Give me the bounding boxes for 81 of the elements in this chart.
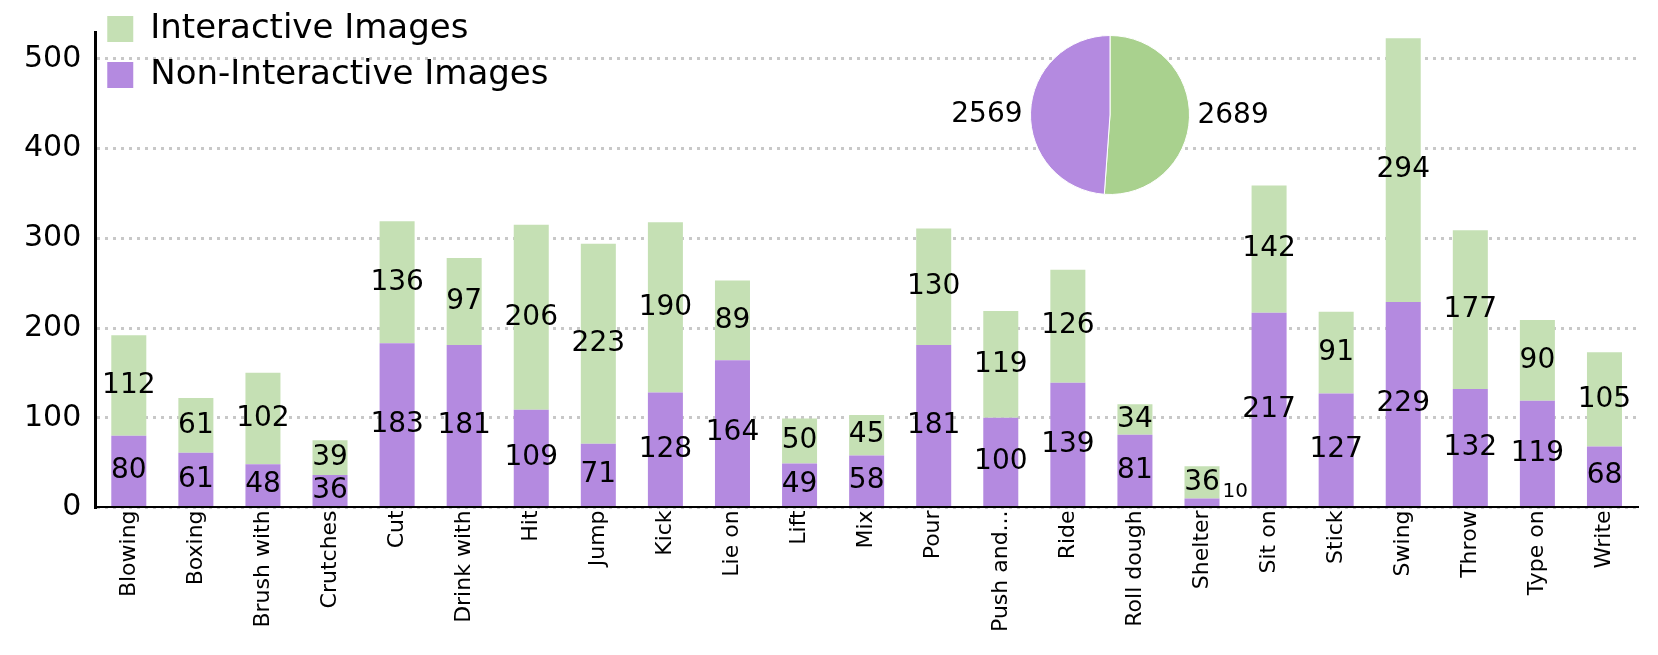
- data-label: 105: [1577, 380, 1632, 414]
- data-label: 164: [705, 414, 760, 448]
- data-label: 294: [1376, 151, 1430, 185]
- data-label: 89: [714, 301, 751, 335]
- data-label: 97: [446, 282, 482, 316]
- x-tick-label: Stick: [1321, 510, 1347, 564]
- data-label: 217: [1242, 390, 1296, 424]
- data-label: 58: [848, 461, 885, 495]
- x-tick-label: Roll dough: [1120, 510, 1146, 627]
- data-label: 190: [638, 288, 693, 322]
- x-tick-label: Lift: [785, 510, 811, 545]
- x-tick-label: Lie on: [718, 510, 744, 577]
- data-label: 223: [571, 324, 626, 358]
- data-label: 181: [906, 406, 961, 440]
- x-tick-label: Sit on: [1254, 510, 1280, 574]
- y-tick-label: 400: [24, 128, 82, 164]
- x-tick-label: Write: [1590, 510, 1616, 569]
- data-label: 229: [1376, 385, 1430, 419]
- y-tick-label: 200: [24, 307, 82, 343]
- data-label: 34: [1117, 400, 1153, 434]
- x-tick-label: Type on: [1523, 510, 1549, 597]
- x-tick-label: Jump: [584, 510, 610, 569]
- data-label: 119: [1510, 434, 1565, 468]
- data-label: 91: [1318, 333, 1354, 367]
- data-label: 177: [1443, 290, 1498, 324]
- data-label: 10: [1222, 478, 1248, 503]
- data-label: 61: [178, 460, 214, 494]
- data-label: 45: [848, 416, 885, 450]
- data-label: 119: [974, 345, 1028, 379]
- data-label: 206: [504, 298, 558, 332]
- data-label: 36: [312, 471, 348, 505]
- data-label: 61: [178, 406, 214, 440]
- data-label: 136: [370, 263, 424, 297]
- data-label: 132: [1443, 428, 1498, 462]
- x-tick-label: Hit: [516, 510, 542, 542]
- y-tick-label: 300: [24, 218, 82, 254]
- data-label: 49: [781, 465, 818, 499]
- x-tick-label: Throw: [1456, 510, 1482, 579]
- x-tick-label: Crutches: [315, 510, 341, 609]
- data-label: 102: [236, 399, 290, 433]
- data-label: 127: [1309, 430, 1363, 464]
- data-label: 36: [1184, 463, 1220, 497]
- x-tick-label: Mix: [852, 510, 878, 549]
- data-label: 109: [504, 439, 558, 473]
- data-label: 2569: [951, 95, 1023, 129]
- x-tick-label: Brush with: [248, 510, 274, 628]
- x-tick-label: Push and...: [986, 510, 1012, 632]
- y-tick-label: 500: [24, 38, 82, 74]
- data-label: 183: [370, 405, 424, 439]
- x-tick-label: Boxing: [181, 510, 207, 586]
- data-label: 39: [312, 438, 348, 472]
- x-tick-label: Shelter: [1187, 509, 1213, 590]
- data-label: 81: [1117, 451, 1153, 485]
- y-tick-label: 0: [62, 487, 82, 523]
- data-label: 181: [437, 406, 491, 440]
- y-tick-label: 100: [24, 397, 82, 433]
- data-label: 80: [110, 452, 147, 486]
- bar: [1184, 498, 1220, 506]
- data-label: 68: [1586, 457, 1623, 491]
- data-label: 128: [638, 430, 693, 464]
- x-tick-label: Pour: [919, 509, 945, 560]
- data-label: 112: [102, 366, 156, 400]
- data-label: 130: [906, 268, 961, 302]
- data-label: 71: [580, 456, 617, 490]
- x-tick-label: Drink with: [449, 510, 475, 623]
- x-tick-label: Kick: [651, 510, 677, 556]
- x-tick-label: Blowing: [114, 510, 140, 598]
- data-label: 139: [1041, 425, 1095, 459]
- data-label: 48: [245, 466, 281, 500]
- data-label: 90: [1519, 341, 1556, 375]
- legend-label: Interactive Images: [150, 5, 469, 46]
- x-tick-label: Swing: [1388, 510, 1414, 577]
- x-tick-label: Cut: [382, 510, 408, 549]
- bar: [446, 258, 482, 346]
- data-label: 142: [1242, 230, 1296, 264]
- data-label: 2689: [1197, 96, 1269, 130]
- data-label: 126: [1041, 307, 1095, 341]
- x-tick-label: Ride: [1053, 510, 1079, 560]
- legend-label: Non-Interactive Images: [150, 51, 549, 92]
- data-label: 100: [974, 443, 1028, 477]
- data-label: 50: [781, 422, 818, 456]
